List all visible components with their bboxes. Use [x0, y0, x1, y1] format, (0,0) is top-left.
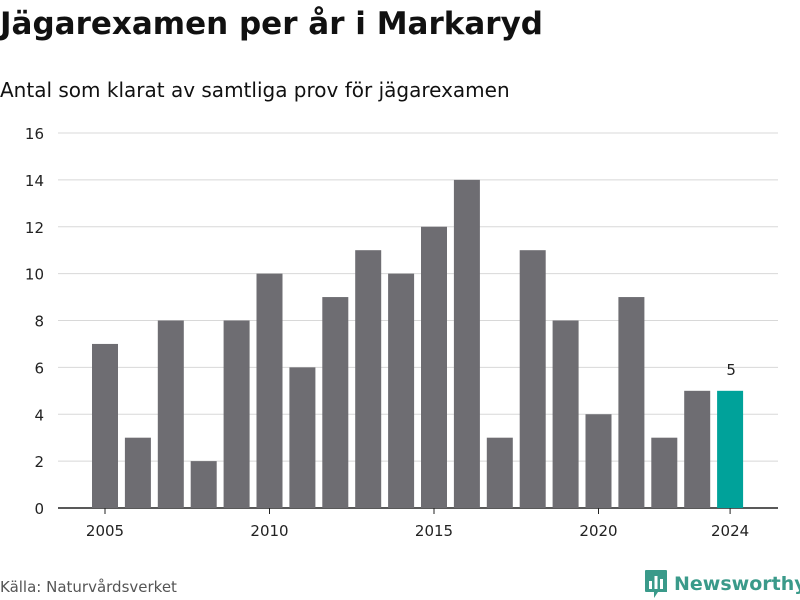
y-tick-label: 8 — [34, 313, 44, 331]
x-tick-label: 2024 — [711, 522, 749, 540]
y-tick-label: 14 — [25, 172, 44, 190]
bar-chart-logo-icon — [645, 570, 667, 598]
bar-2008 — [190, 461, 217, 508]
tick-labels: 0 2 4 6 8 10 12 14 16 5 2005 2010 2015 2020 2024 — [25, 125, 749, 540]
x-tick-label: 2020 — [579, 522, 617, 540]
data-label: 5 — [726, 361, 736, 379]
bar-2009 — [223, 320, 250, 508]
bar-2011 — [289, 367, 316, 508]
brand-logo[interactable]: Newsworthy — [644, 569, 800, 599]
bar-2017 — [486, 437, 513, 508]
bar-2010 — [256, 273, 283, 508]
bar-2006 — [124, 437, 151, 508]
bar-2022 — [651, 437, 678, 508]
y-tick-label: 16 — [25, 125, 44, 143]
source-note: Källa: Naturvårdsverket — [0, 578, 177, 596]
bar-2007 — [157, 320, 184, 508]
bar-2012 — [322, 297, 349, 508]
x-tick-label: 2010 — [250, 522, 288, 540]
y-tick-label: 10 — [25, 266, 44, 284]
bar-2021 — [618, 297, 645, 508]
y-tick-label: 4 — [34, 406, 44, 424]
bar-2013 — [355, 250, 382, 508]
y-tick-label: 0 — [34, 500, 44, 518]
bar-2014 — [388, 273, 415, 508]
y-tick-label: 2 — [34, 453, 44, 471]
bar-2020 — [585, 414, 612, 508]
brand-name: Newsworthy — [674, 573, 800, 595]
x-tick-label: 2005 — [86, 522, 124, 540]
bar-2015 — [421, 226, 447, 508]
bar-2019 — [552, 320, 579, 508]
bars — [92, 179, 744, 508]
bar-2016 — [453, 179, 480, 508]
y-tick-label: 12 — [25, 219, 44, 237]
bar-chart: 0 2 4 6 8 10 12 14 16 5 2005 2010 2015 2020 2024 — [25, 125, 778, 540]
bar-2024 — [717, 390, 744, 508]
x-tick-label: 2015 — [415, 522, 453, 540]
bar-2018 — [519, 250, 546, 508]
y-tick-label: 6 — [34, 359, 44, 377]
chart-title: Jägarexamen per år i Markaryd — [0, 6, 543, 42]
bar-2023 — [684, 390, 711, 508]
chart-subtitle: Antal som klarat av samtliga prov för jä… — [0, 78, 510, 102]
bar-2005 — [92, 343, 118, 508]
